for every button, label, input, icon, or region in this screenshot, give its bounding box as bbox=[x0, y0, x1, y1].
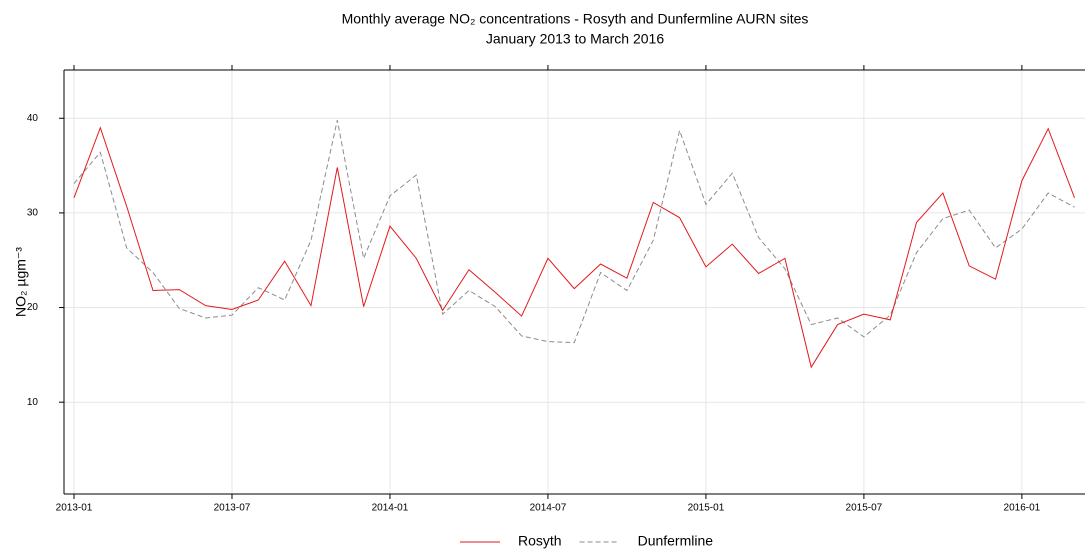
series-line bbox=[73, 120, 1075, 344]
legend-label: Rosyth bbox=[518, 533, 562, 549]
y-axis-label: NO₂ µgm⁻³ bbox=[13, 247, 29, 317]
x-tick-label: 2013-01 bbox=[56, 503, 93, 514]
x-tick-label: 2016-01 bbox=[1004, 503, 1041, 514]
series-line bbox=[73, 126, 1076, 369]
y-tick-label: 20 bbox=[27, 302, 39, 313]
y-tick-label: 40 bbox=[27, 113, 39, 124]
chart-title: Monthly average NO₂ concentrations - Ros… bbox=[342, 11, 809, 27]
x-tick-label: 2013-07 bbox=[214, 503, 251, 514]
x-tick-label: 2014-07 bbox=[530, 503, 567, 514]
chart-subtitle: January 2013 to March 2016 bbox=[486, 31, 664, 47]
x-tick-label: 2015-07 bbox=[846, 503, 883, 514]
x-tick-label: 2015-01 bbox=[688, 503, 725, 514]
legend-label: Dunfermline bbox=[638, 533, 714, 549]
x-tick-label: 2014-01 bbox=[372, 503, 409, 514]
y-tick-label: 10 bbox=[27, 397, 39, 408]
y-tick-label: 30 bbox=[27, 208, 39, 219]
